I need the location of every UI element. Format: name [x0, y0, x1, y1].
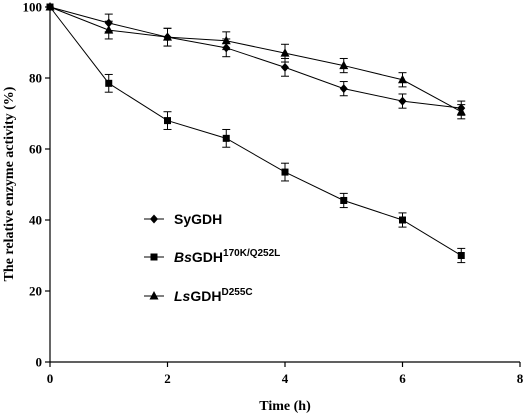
y-tick-label: 40 — [29, 213, 42, 228]
y-tick-label: 60 — [29, 142, 42, 157]
y-tick-label: 20 — [29, 284, 42, 299]
data-point — [105, 79, 113, 87]
series-2 — [46, 3, 466, 264]
x-tick-label: 6 — [399, 371, 406, 386]
data-point — [45, 2, 55, 11]
y-tick-label: 80 — [29, 71, 42, 86]
data-point — [104, 25, 114, 34]
data-point — [221, 35, 231, 45]
data-point — [398, 96, 407, 106]
data-point — [398, 74, 407, 84]
legend-label: SyGDH — [174, 211, 222, 227]
y-axis-title: The relative enzyme activity (%) — [2, 86, 17, 281]
legend-item-3: LsGDHD255C — [144, 287, 253, 304]
data-point — [163, 32, 172, 41]
series-1 — [46, 2, 466, 116]
series-3 — [45, 2, 466, 120]
series-line — [49, 6, 462, 109]
legend-item-1: SyGDH — [144, 211, 222, 227]
data-point — [339, 84, 348, 94]
x-tick-label: 4 — [282, 371, 289, 386]
x-tick-label: 0 — [47, 371, 54, 386]
legend-label: LsGDHD255C — [174, 287, 253, 304]
legend: SyGDH BsGDH170K/Q252L LsGDHD255C — [144, 211, 280, 304]
series-layer — [45, 2, 466, 264]
data-point — [339, 60, 349, 70]
y-tick-label: 100 — [23, 0, 43, 15]
data-point — [164, 117, 171, 125]
legend-item-2: BsGDH170K/Q252L — [144, 248, 280, 265]
series-line — [49, 6, 462, 113]
legend-marker — [150, 214, 158, 224]
data-point — [340, 196, 348, 204]
data-point — [280, 48, 290, 57]
y-tick-label: 0 — [36, 355, 43, 370]
legend-label: BsGDH170K/Q252L — [174, 248, 280, 265]
x-axis-title: Time (h) — [259, 399, 311, 414]
data-point — [281, 168, 289, 176]
data-point — [457, 252, 465, 259]
x-tick-label: 8 — [517, 371, 524, 386]
data-point — [399, 216, 406, 224]
series-line — [49, 6, 462, 256]
legend-marker — [150, 253, 158, 261]
legend-marker — [149, 291, 159, 300]
data-point — [281, 62, 289, 72]
data-point — [456, 106, 466, 116]
x-tick-label: 2 — [164, 371, 171, 386]
data-point — [222, 134, 230, 142]
